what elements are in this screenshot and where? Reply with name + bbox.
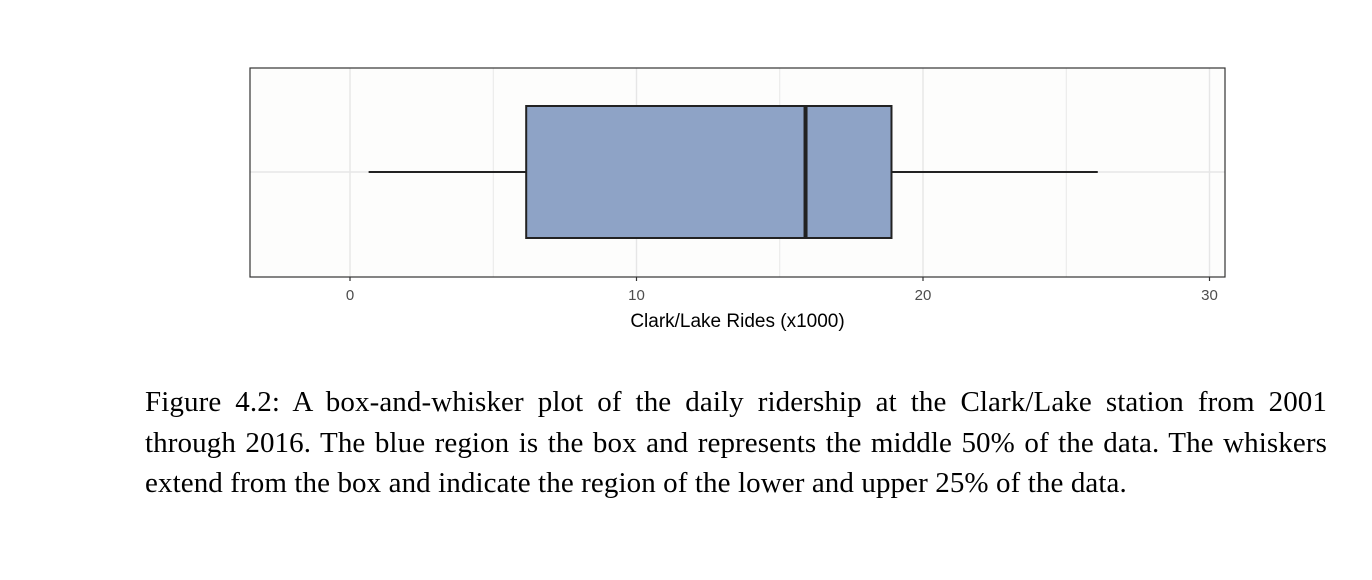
figure-caption: Figure 4.2: A box-and-whisker plot of th… — [145, 386, 1327, 499]
plot-panel-border — [249, 67, 1226, 278]
x-tick-label: 10 — [628, 287, 645, 304]
x-axis-ticks: 0 10 20 30 — [346, 277, 1218, 304]
x-axis-title: Clark/Lake Rides (x1000) — [630, 311, 844, 332]
interquartile-box — [525, 105, 893, 239]
x-tick-label: 0 — [346, 287, 354, 304]
box-and-whisker — [368, 105, 1098, 239]
x-tick-label: 30 — [1201, 287, 1218, 304]
box-plot-chart: 0 10 20 30 Clark/Lake Rides (x1000) — [249, 67, 1226, 332]
x-tick-label: 20 — [915, 287, 932, 304]
